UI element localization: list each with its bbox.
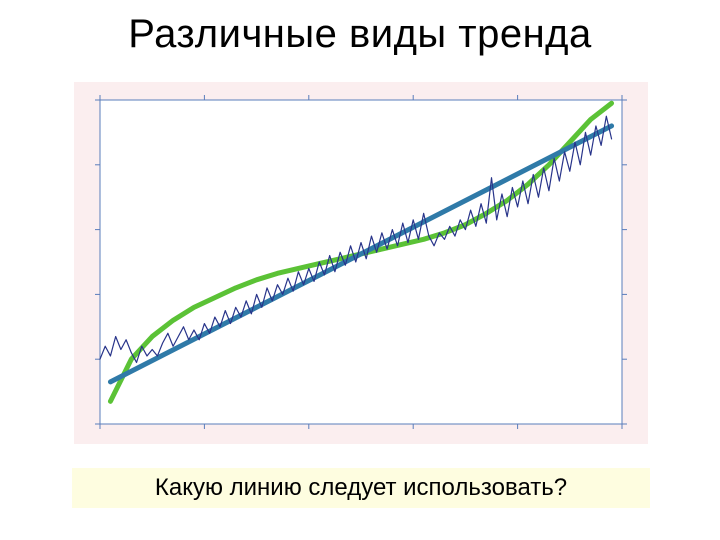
caption-bar: Какую линию следует использовать? bbox=[72, 468, 650, 508]
chart-svg bbox=[74, 82, 648, 444]
page-title: Различные виды тренда bbox=[0, 12, 720, 57]
slide: Различные виды тренда Какую линию следуе… bbox=[0, 0, 720, 540]
trend-chart bbox=[74, 82, 648, 444]
caption-text: Какую линию следует использовать? bbox=[155, 474, 567, 502]
